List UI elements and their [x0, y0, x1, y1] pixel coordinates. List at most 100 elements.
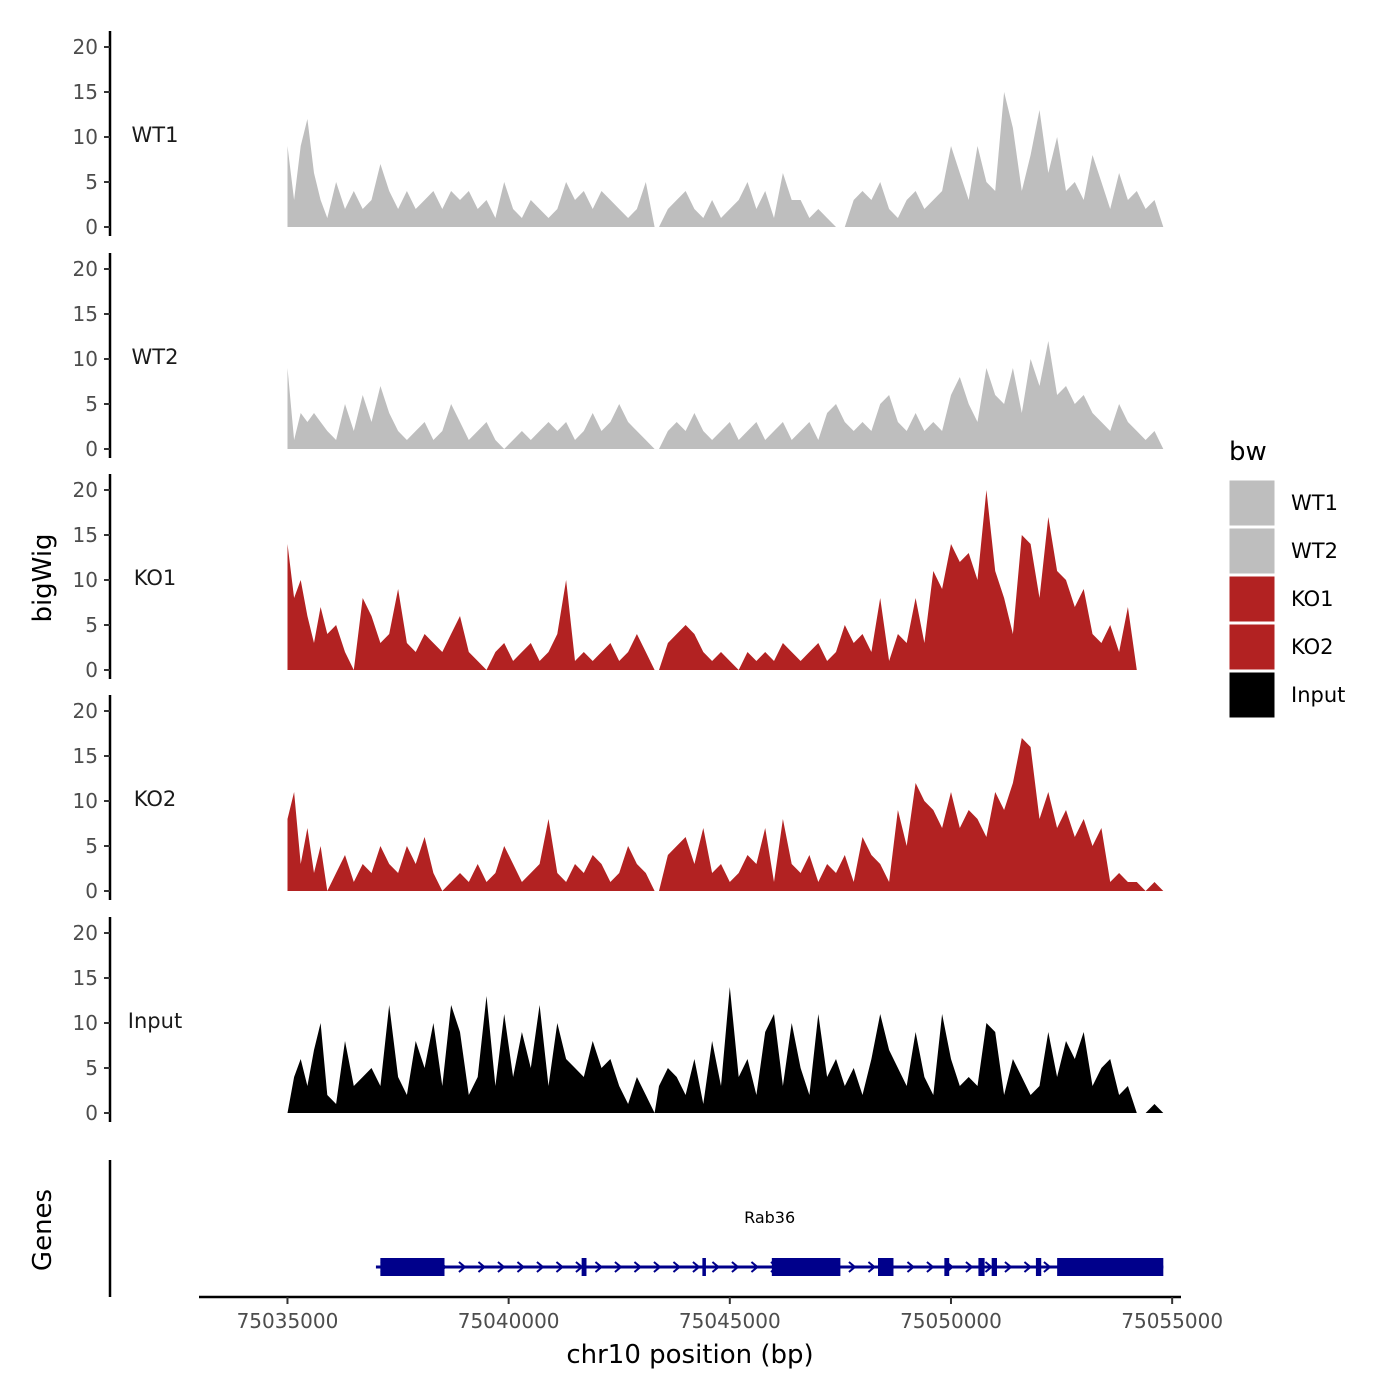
y-tick-label: 20 — [73, 921, 98, 945]
legend-label-wt2: WT2 — [1291, 539, 1338, 563]
strand-arrow — [555, 1261, 564, 1273]
y-tick-label: 10 — [73, 1011, 98, 1035]
gene-exon — [991, 1258, 997, 1276]
legend-label-input: Input — [1291, 683, 1345, 707]
strand-arrow — [594, 1261, 603, 1273]
gene-exon — [702, 1258, 706, 1276]
gene-exon — [380, 1258, 445, 1276]
gene-exon — [944, 1258, 950, 1276]
legend: bw WT1 WT2 KO1 KO2 Input — [1228, 437, 1345, 719]
strand-arrow — [497, 1261, 506, 1273]
track-label-wt1: WT1 — [132, 123, 179, 147]
gene-exon — [1057, 1258, 1164, 1276]
x-tick-label: 75040000 — [458, 1309, 560, 1333]
strand-arrow — [692, 1261, 701, 1273]
strand-arrow — [516, 1261, 525, 1273]
y-tick-label: 0 — [85, 215, 98, 239]
gene-track: Rab36 — [108, 1160, 1164, 1297]
y-tick-label: 0 — [85, 1101, 98, 1125]
strand-arrow — [653, 1261, 662, 1273]
y-tick-label: 0 — [85, 658, 98, 682]
x-tick-label: 75035000 — [237, 1309, 339, 1333]
y-tick-label: 15 — [73, 302, 98, 326]
strand-arrow — [984, 1261, 993, 1273]
gene-track-label: Genes — [28, 1189, 58, 1271]
strand-arrow — [536, 1261, 545, 1273]
strand-arrow — [731, 1261, 740, 1273]
legend-key-input — [1228, 671, 1276, 719]
area-wt2 — [287, 341, 1164, 449]
track-input: 0 5 10 15 20 Input — [73, 917, 1164, 1125]
track-wt2: 0 5 10 15 20 WT2 — [73, 253, 1164, 461]
track-label-wt2: WT2 — [132, 345, 179, 369]
y-tick-label: 0 — [85, 879, 98, 903]
y-tick-label: 5 — [85, 1056, 98, 1080]
area-wt1 — [287, 92, 1164, 227]
y-axis-title: bigWig — [28, 533, 58, 622]
gene-exon — [1035, 1258, 1042, 1276]
y-tick-label: 15 — [73, 80, 98, 104]
y-tick-label: 15 — [73, 966, 98, 990]
y-tick-label: 20 — [73, 478, 98, 502]
strand-arrow — [1004, 1261, 1013, 1273]
y-tick-label: 20 — [73, 257, 98, 281]
legend-key-ko2 — [1228, 623, 1276, 671]
legend-label-wt1: WT1 — [1291, 491, 1338, 515]
track-label-input: Input — [128, 1009, 182, 1033]
strand-arrow — [1043, 1261, 1052, 1273]
strand-arrow — [672, 1261, 681, 1273]
signal-tracks: 0 5 10 15 20 WT1 0 5 10 15 20 WT2 0 5 10 15 20 KO1 0 5 10 15 2… — [73, 31, 1164, 1125]
strand-arrow — [458, 1261, 467, 1273]
gene-exon — [877, 1258, 894, 1276]
y-tick-label: 5 — [85, 170, 98, 194]
strand-arrow — [750, 1261, 759, 1273]
legend-label-ko1: KO1 — [1291, 587, 1334, 611]
strand-arrow — [1023, 1261, 1033, 1273]
gene-exon — [771, 1258, 841, 1276]
x-tick-label: 75045000 — [679, 1309, 781, 1333]
track-label-ko2: KO2 — [134, 787, 177, 811]
x-tick-label: 75055000 — [1121, 1309, 1223, 1333]
gene-label: Rab36 — [744, 1208, 795, 1227]
legend-title: bw — [1229, 437, 1267, 467]
y-tick-label: 5 — [85, 834, 98, 858]
track-wt1: 0 5 10 15 20 WT1 — [73, 31, 1164, 239]
y-tick-label: 0 — [85, 437, 98, 461]
track-ko2: 0 5 10 15 20 KO2 — [73, 695, 1164, 903]
y-tick-label: 10 — [73, 789, 98, 813]
strand-arrow — [477, 1261, 486, 1273]
strand-arrow — [926, 1261, 935, 1273]
area-input — [287, 987, 1164, 1113]
strand-arrow — [614, 1261, 623, 1273]
area-ko1 — [287, 490, 1164, 670]
strand-arrow — [867, 1261, 876, 1273]
y-tick-label: 10 — [73, 125, 98, 149]
legend-key-ko1 — [1228, 575, 1276, 623]
track-ko1: 0 5 10 15 20 KO1 — [73, 474, 1164, 682]
y-tick-label: 15 — [73, 744, 98, 768]
strand-arrow — [848, 1261, 857, 1273]
y-tick-label: 20 — [73, 699, 98, 723]
gene-exon — [978, 1258, 985, 1276]
y-tick-label: 20 — [73, 35, 98, 59]
x-axis: 75035000 75040000 75045000 75050000 75055000 — [199, 1295, 1223, 1333]
y-tick-label: 5 — [85, 392, 98, 416]
strand-arrow — [906, 1261, 915, 1273]
x-axis-title: chr10 position (bp) — [566, 1340, 813, 1370]
legend-label-ko2: KO2 — [1291, 635, 1334, 659]
y-tick-label: 15 — [73, 523, 98, 547]
strand-arrow — [633, 1261, 642, 1273]
y-tick-label: 10 — [73, 347, 98, 371]
legend-key-wt2 — [1228, 527, 1276, 575]
track-label-ko1: KO1 — [134, 566, 177, 590]
gene-rab36: Rab36 — [375, 1208, 1164, 1276]
x-tick-label: 75050000 — [900, 1309, 1002, 1333]
y-tick-label: 5 — [85, 613, 98, 637]
strand-arrow — [965, 1261, 974, 1273]
legend-key-wt1 — [1228, 479, 1276, 527]
y-tick-label: 10 — [73, 568, 98, 592]
gene-exon — [581, 1258, 587, 1276]
area-ko2 — [287, 738, 1164, 891]
strand-arrow — [711, 1261, 720, 1273]
